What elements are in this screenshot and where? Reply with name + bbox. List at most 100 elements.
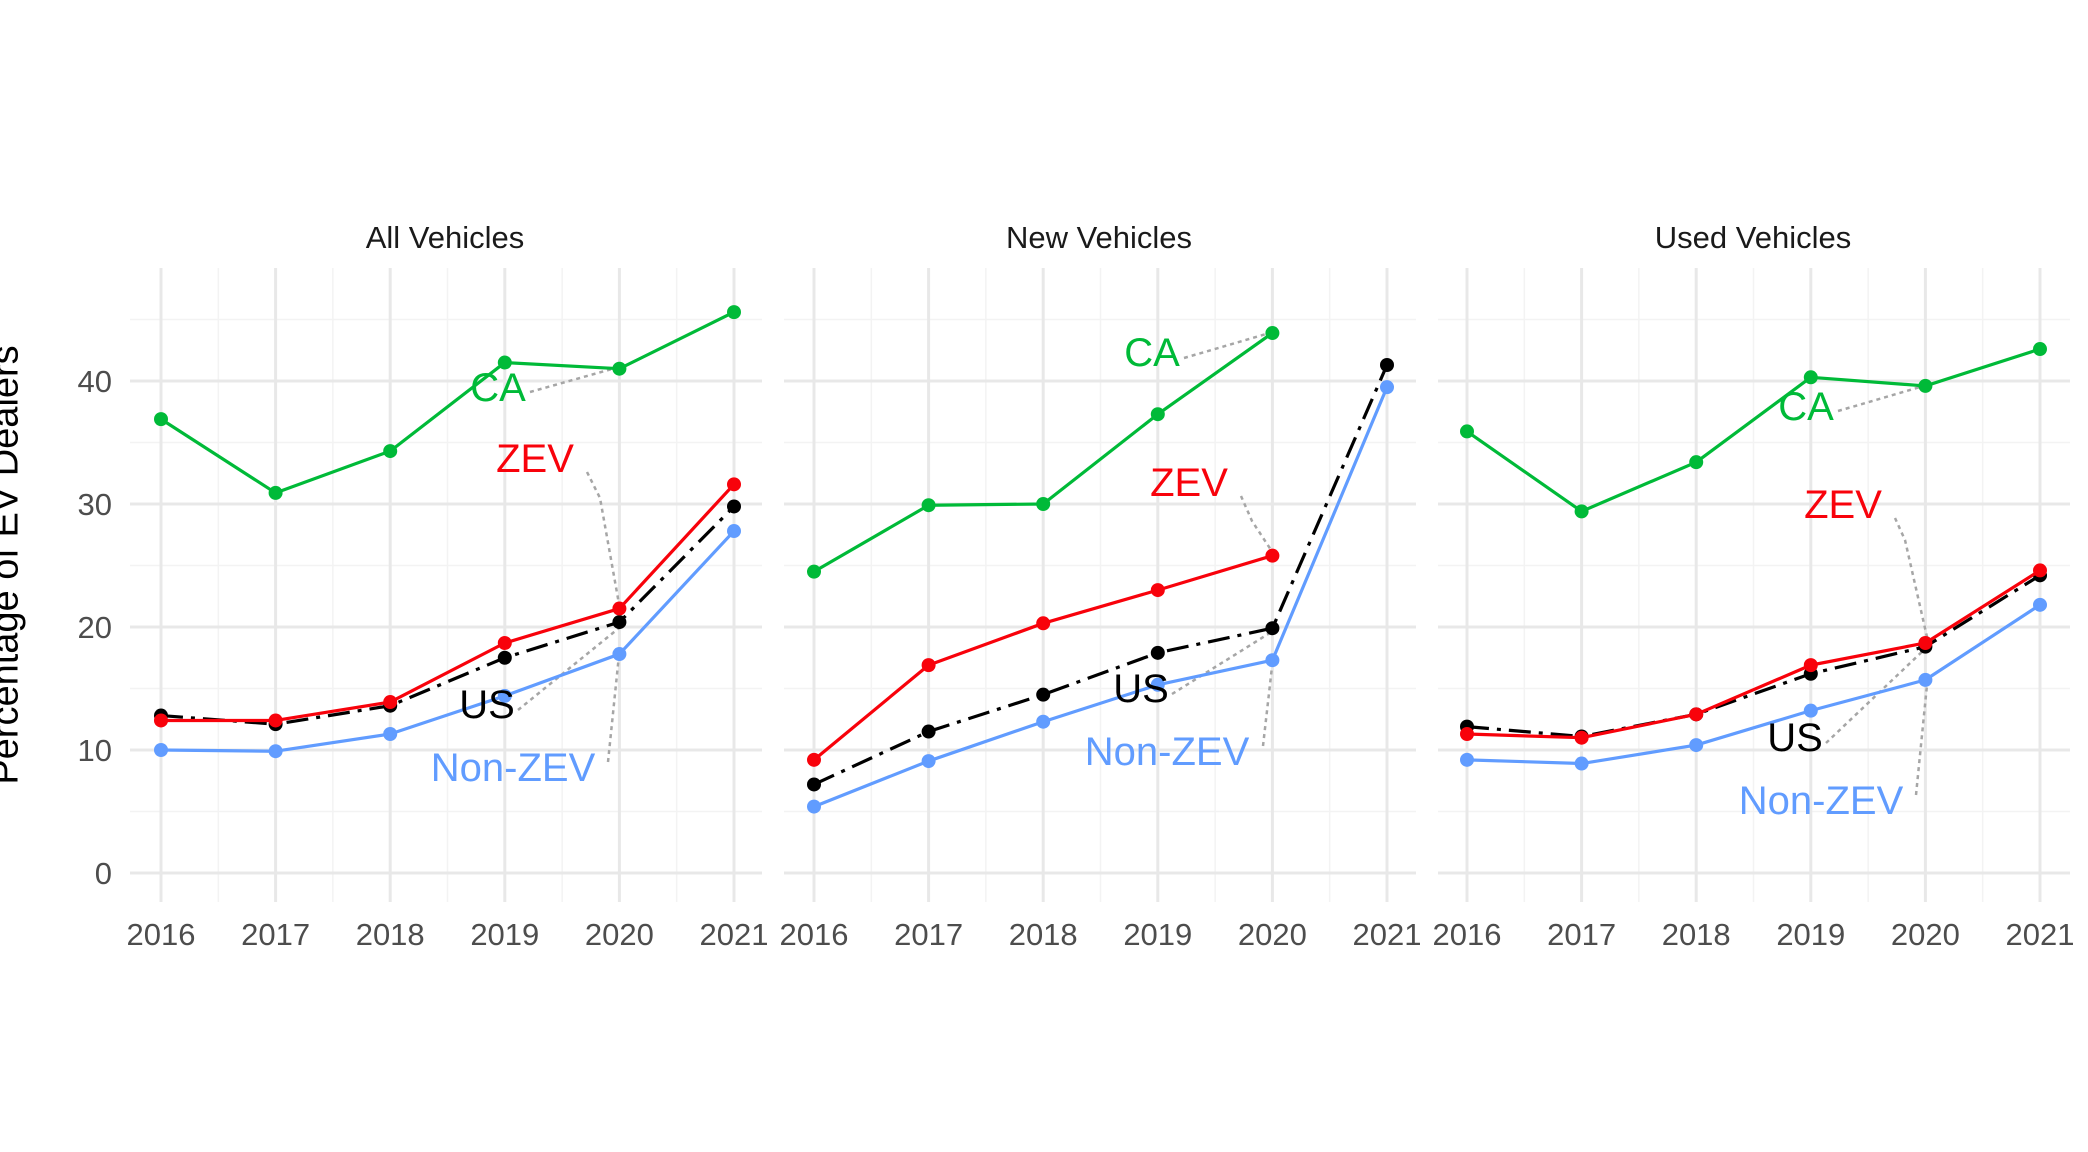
- new-vehicles-point-ca-2020: [1265, 326, 1280, 341]
- new-vehicles-x-tick-2020: 2020: [1238, 917, 1307, 952]
- new-vehicles-point-ca-2019: [1150, 407, 1165, 422]
- used-vehicles-point-zev-2019: [1803, 658, 1818, 673]
- used-vehicles-point-ca-2019: [1803, 370, 1818, 385]
- new-vehicles-point-ca-2017: [921, 498, 936, 513]
- used-vehicles-x-tick-2019: 2019: [1776, 917, 1845, 952]
- y-tick-40: 40: [78, 364, 112, 399]
- y-tick-30: 30: [78, 487, 112, 522]
- all-vehicles-point-zev-2021: [727, 477, 741, 492]
- all-vehicles-panel-title: All Vehicles: [366, 220, 525, 255]
- new-vehicles-point-zev-2020: [1265, 548, 1280, 563]
- all-vehicles-point-non-zev-2018: [383, 727, 398, 742]
- new-vehicles-point-non-zev-2017: [921, 754, 936, 769]
- all-vehicles-point-non-zev-2020: [612, 647, 627, 662]
- all-vehicles-point-non-zev-2021: [727, 524, 741, 539]
- all-vehicles-series-line-ca: [160, 310, 735, 495]
- all-vehicles-point-ca-2021: [727, 305, 741, 320]
- all-vehicles-point-us-2019: [497, 650, 512, 665]
- used-vehicles-point-ca-2021: [2033, 342, 2047, 357]
- used-vehicles-leader-us: [1825, 646, 1928, 744]
- all-vehicles-point-us-2021: [727, 499, 741, 514]
- new-vehicles-point-us-2017: [921, 724, 936, 739]
- new-vehicles-series-label-non-zev: Non-ZEV: [1085, 730, 1250, 774]
- new-vehicles-series-line-us: [813, 364, 1389, 786]
- all-vehicles-series-label-zev: ZEV: [496, 437, 574, 481]
- all-vehicles-point-ca-2018: [383, 444, 398, 459]
- all-vehicles-series-label-non-zev: Non-ZEV: [431, 746, 596, 790]
- y-tick-20: 20: [78, 610, 112, 645]
- all-vehicles-point-zev-2019: [497, 635, 512, 650]
- new-vehicles-point-us-2021: [1380, 358, 1394, 373]
- used-vehicles-x-tick-2020: 2020: [1891, 917, 1960, 952]
- used-vehicles-point-ca-2020: [1918, 378, 1933, 393]
- new-vehicles-point-us-2019: [1150, 645, 1165, 660]
- new-vehicles-x-tick-2016: 2016: [780, 917, 849, 952]
- new-vehicles-leader-zev: [1239, 495, 1275, 554]
- all-vehicles-x-tick-2018: 2018: [356, 917, 425, 952]
- used-vehicles-leader-non-zev: [1914, 684, 1929, 796]
- new-vehicles-series-label-zev: ZEV: [1150, 461, 1228, 505]
- used-vehicles-x-tick-2016: 2016: [1433, 917, 1502, 952]
- new-vehicles-point-ca-2016: [807, 564, 821, 579]
- new-vehicles-point-non-zev-2021: [1380, 380, 1394, 395]
- used-vehicles-point-ca-2017: [1574, 504, 1589, 519]
- used-vehicles-series-line-ca: [1466, 347, 2041, 513]
- all-vehicles-point-zev-2016: [154, 713, 168, 728]
- all-vehicles-series-line-us: [160, 505, 736, 726]
- y-tick-0: 0: [95, 856, 112, 891]
- used-vehicles-point-non-zev-2019: [1803, 703, 1818, 718]
- used-vehicles-point-non-zev-2016: [1460, 752, 1474, 767]
- all-vehicles-point-zev-2018: [383, 695, 398, 710]
- all-vehicles-x-tick-2020: 2020: [585, 917, 654, 952]
- new-vehicles-series-label-ca: CA: [1124, 331, 1180, 375]
- new-vehicles-point-us-2020: [1265, 621, 1280, 636]
- all-vehicles-point-non-zev-2019: [497, 688, 512, 703]
- all-vehicles-x-tick-2017: 2017: [241, 917, 310, 952]
- used-vehicles-x-tick-2021: 2021: [2006, 917, 2075, 952]
- all-vehicles-series-label-us: US: [459, 683, 515, 727]
- used-vehicles-point-ca-2018: [1689, 455, 1704, 470]
- new-vehicles-point-non-zev-2019: [1150, 677, 1165, 692]
- used-vehicles-series-label-us: US: [1767, 716, 1823, 760]
- all-vehicles-leader-non-zev: [606, 654, 621, 763]
- new-vehicles-leader-non-zev: [1261, 657, 1275, 747]
- used-vehicles-point-ca-2016: [1460, 424, 1474, 439]
- used-vehicles-leader-zev: [1893, 517, 1929, 638]
- all-vehicles-point-non-zev-2017: [268, 744, 283, 759]
- new-vehicles-point-zev-2016: [807, 752, 821, 767]
- used-vehicles-series-label-ca: CA: [1778, 385, 1834, 429]
- used-vehicles-series-line-non-zev: [1466, 603, 2041, 766]
- used-vehicles-point-zev-2020: [1918, 635, 1933, 650]
- all-vehicles-point-us-2020: [612, 615, 627, 630]
- new-vehicles-leader-us: [1171, 629, 1274, 696]
- y-tick-10: 10: [78, 733, 112, 768]
- used-vehicles-point-zev-2018: [1689, 707, 1704, 722]
- all-vehicles-series-line-non-zev: [160, 529, 736, 753]
- new-vehicles-x-tick-2018: 2018: [1009, 917, 1078, 952]
- used-vehicles-series-label-zev: ZEV: [1804, 483, 1882, 527]
- all-vehicles-point-ca-2016: [154, 412, 168, 427]
- all-vehicles-leader-us: [517, 627, 620, 711]
- new-vehicles-point-us-2018: [1036, 687, 1051, 702]
- new-vehicles-point-non-zev-2018: [1036, 714, 1051, 729]
- new-vehicles-point-zev-2019: [1150, 583, 1165, 598]
- all-vehicles-point-ca-2019: [497, 355, 512, 370]
- used-vehicles-point-non-zev-2018: [1689, 738, 1704, 753]
- new-vehicles-x-tick-2021: 2021: [1353, 917, 1422, 952]
- used-vehicles-point-non-zev-2020: [1918, 672, 1933, 687]
- new-vehicles-leader-ca: [1183, 330, 1274, 360]
- used-vehicles-panel-title: Used Vehicles: [1655, 220, 1851, 255]
- used-vehicles-x-tick-2017: 2017: [1547, 917, 1616, 952]
- new-vehicles-series-label-us: US: [1113, 667, 1169, 711]
- used-vehicles-point-zev-2017: [1574, 730, 1589, 745]
- new-vehicles-point-zev-2018: [1036, 616, 1051, 631]
- used-vehicles-series-line-us: [1466, 573, 2041, 739]
- all-vehicles-leader-zev: [585, 471, 621, 605]
- all-vehicles-point-ca-2020: [612, 361, 627, 376]
- used-vehicles-point-non-zev-2017: [1574, 756, 1589, 771]
- all-vehicles-point-zev-2017: [268, 713, 283, 728]
- all-vehicles-x-tick-2021: 2021: [700, 917, 769, 952]
- new-vehicles-point-non-zev-2020: [1265, 653, 1280, 668]
- used-vehicles-leader-ca: [1837, 383, 1928, 413]
